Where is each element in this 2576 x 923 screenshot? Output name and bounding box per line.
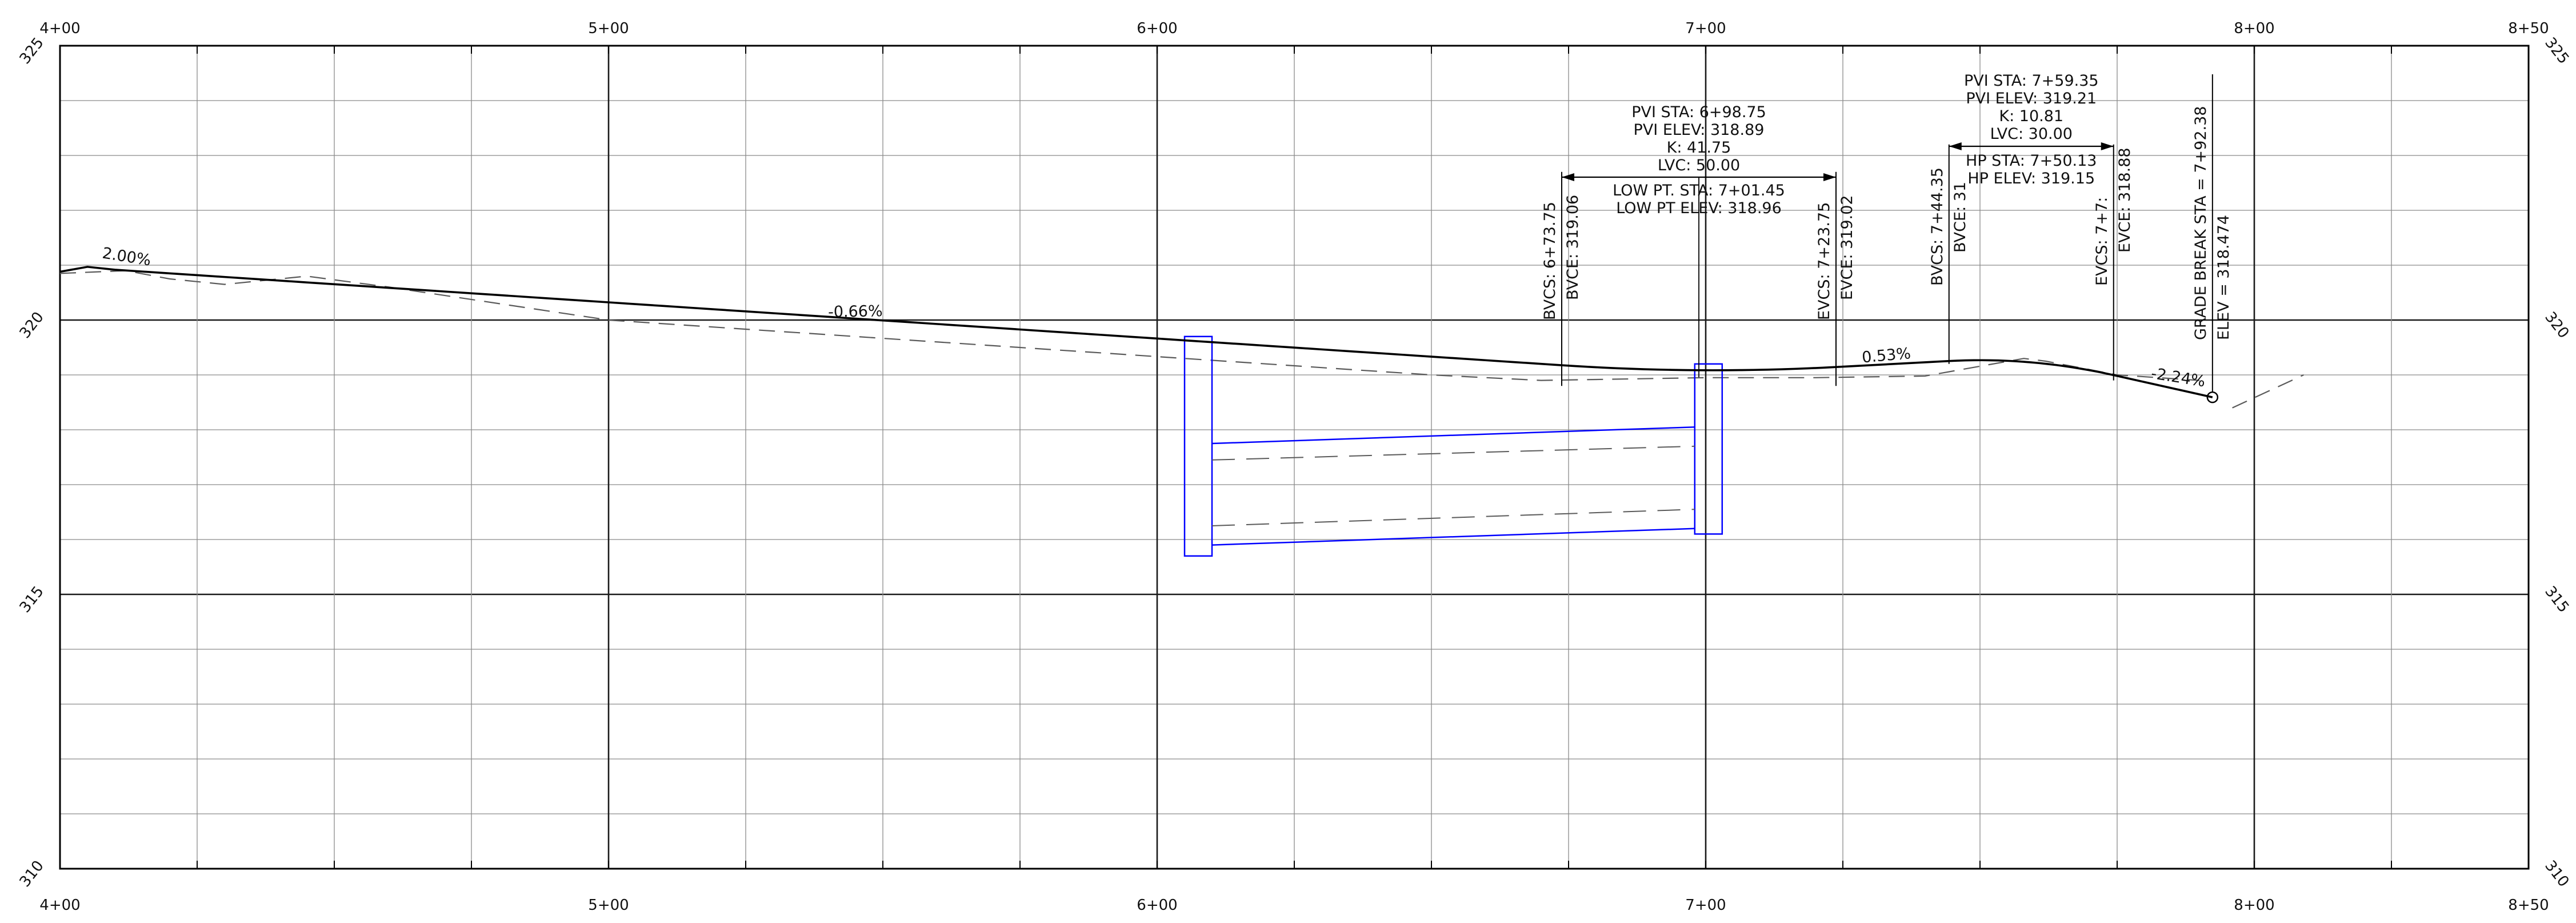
y-tick-label: 315 bbox=[2541, 583, 2572, 616]
pvi-elevation-label: PVI ELEV: 318.89 bbox=[1634, 121, 1765, 139]
low-point-station-label: LOW PT. STA: 7+01.45 bbox=[1613, 182, 1785, 199]
x-tick-label: 8+00 bbox=[2234, 20, 2274, 37]
headwall-left bbox=[1183, 335, 1213, 557]
y-tick-label: 325 bbox=[17, 34, 47, 67]
grade-label: 2.00% bbox=[101, 245, 153, 270]
existing-ground-line bbox=[59, 270, 2200, 381]
grade-label: 0.53% bbox=[1861, 345, 1911, 366]
pipe-inner-line bbox=[1211, 445, 1695, 461]
bvc-elevation-label: BVCE: 31 bbox=[1951, 182, 1969, 253]
lvc-label: LVC: 30.00 bbox=[1990, 125, 2073, 143]
arrow-head bbox=[1562, 173, 1574, 181]
high-point-elevation-label: HP ELEV: 319.15 bbox=[1967, 170, 2095, 187]
k-value-label: K: 41.75 bbox=[1667, 139, 1731, 157]
grade-label: -0.66% bbox=[828, 302, 883, 321]
grid bbox=[59, 45, 2530, 870]
proposed-profile bbox=[59, 266, 2219, 403]
culvert-structure bbox=[1183, 335, 1723, 557]
existing-ground-line bbox=[2232, 374, 2304, 409]
pvi-station-label: PVI STA: 7+59.35 bbox=[1964, 72, 2099, 90]
x-tick-label: 5+00 bbox=[588, 20, 629, 37]
y-tick-label: 320 bbox=[17, 309, 47, 342]
x-tick-label: 8+50 bbox=[2508, 897, 2549, 914]
grade-label: -2.24% bbox=[2150, 365, 2206, 391]
x-tick-label: 6+00 bbox=[1137, 20, 1177, 37]
y-tick-label: 320 bbox=[2541, 309, 2572, 342]
arrow-head bbox=[2101, 142, 2114, 150]
x-tick-label: 5+00 bbox=[588, 897, 629, 914]
grade-break-station-label: GRADE BREAK STA = 7+92.38 bbox=[2192, 106, 2210, 340]
bvc-station-label: BVCS: 7+44.35 bbox=[1929, 167, 1946, 286]
y-tick-label: 325 bbox=[2541, 34, 2572, 67]
x-tick-label: 4+00 bbox=[39, 897, 80, 914]
evc-station-label: EVCS: 7+7: bbox=[2093, 197, 2111, 286]
pvi-station-label: PVI STA: 6+98.75 bbox=[1631, 103, 1766, 121]
pipe-top-line bbox=[1211, 426, 1695, 445]
y-tick-label: 310 bbox=[17, 857, 47, 890]
finished-grade-line bbox=[59, 266, 2213, 398]
y-tick-label: 310 bbox=[2541, 857, 2572, 890]
lvc-label: LVC: 50.00 bbox=[1658, 157, 1740, 174]
pvi-elevation-label: PVI ELEV: 319.21 bbox=[1966, 90, 2097, 107]
evc-elevation-label: EVCE: 319.02 bbox=[1838, 195, 1856, 300]
evc-elevation-label: EVCE: 318.88 bbox=[2116, 147, 2134, 253]
x-tick-label: 4+00 bbox=[39, 20, 80, 37]
headwall-right bbox=[1694, 363, 1723, 535]
pipe-bottom-line bbox=[1211, 528, 1695, 546]
x-tick-label: 7+00 bbox=[1685, 897, 1726, 914]
grade-break-elevation-label: ELEV = 318.474 bbox=[2215, 215, 2233, 340]
low-point-elevation-label: LOW PT ELEV: 318.96 bbox=[1616, 199, 1782, 217]
high-point-station-label: HP STA: 7+50.13 bbox=[1966, 152, 2097, 170]
existing-ground bbox=[59, 270, 2304, 409]
x-tick-label: 7+00 bbox=[1685, 20, 1726, 37]
x-tick-label: 8+50 bbox=[2508, 20, 2549, 37]
pipe-inner-line bbox=[1211, 509, 1695, 526]
x-tick-label: 8+00 bbox=[2234, 897, 2274, 914]
k-value-label: K: 10.81 bbox=[1999, 107, 2063, 125]
bvc-station-label: BVCS: 6+73.75 bbox=[1541, 202, 1559, 320]
y-tick-label: 315 bbox=[17, 583, 47, 616]
arrow-head bbox=[1823, 173, 1836, 181]
arrow-head bbox=[1949, 142, 1962, 150]
grade-labels: 2.00% -0.66% 0.53% -2.24% bbox=[101, 245, 2207, 391]
x-tick-label: 6+00 bbox=[1137, 897, 1177, 914]
bvc-elevation-label: BVCE: 319.06 bbox=[1564, 195, 1582, 300]
evc-station-label: EVCS: 7+23.75 bbox=[1815, 202, 1833, 320]
